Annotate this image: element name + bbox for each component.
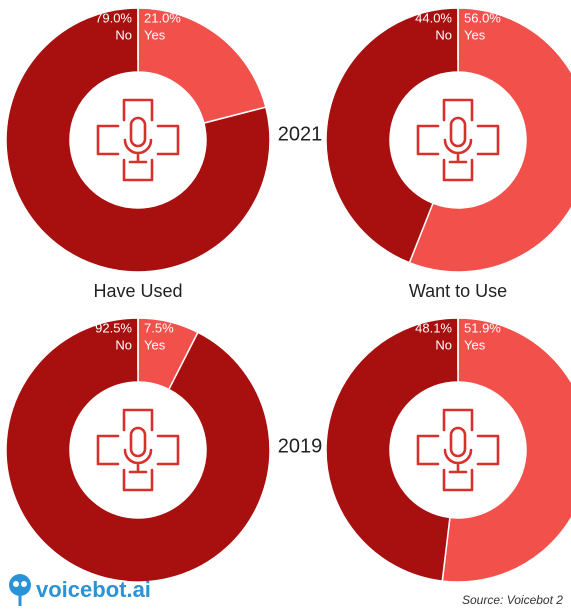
category-label: Yes xyxy=(144,337,166,352)
donut: 92.5% No 7.5% Yes xyxy=(5,317,271,583)
value-label: 92.5% xyxy=(95,320,132,335)
year-label: 2019 xyxy=(278,435,323,457)
donut: 48.1% No 51.9% Yes xyxy=(325,317,571,583)
column-label: Have Used xyxy=(93,281,182,301)
value-label: 51.9% xyxy=(464,320,501,335)
category-label: No xyxy=(435,27,452,42)
logo: voicebot.ai xyxy=(9,574,151,606)
value-label: 7.5% xyxy=(144,320,174,335)
donut: 79.0% No 21.0% Yes xyxy=(5,7,271,273)
category-label: No xyxy=(435,337,452,352)
value-label: 56.0% xyxy=(464,10,501,25)
donut-hole xyxy=(70,72,206,208)
source: Source: Voicebot 2 xyxy=(462,593,563,607)
donut-hole xyxy=(390,382,526,518)
donut-hole xyxy=(390,72,526,208)
value-label: 44.0% xyxy=(415,10,452,25)
logo-text: voicebot.ai xyxy=(36,577,151,602)
category-label: No xyxy=(115,337,132,352)
donut-hole xyxy=(70,382,206,518)
value-label: 79.0% xyxy=(95,10,132,25)
value-label: 48.1% xyxy=(415,320,452,335)
category-label: Yes xyxy=(144,27,166,42)
column-label: Want to Use xyxy=(409,281,507,301)
slice xyxy=(325,317,459,582)
value-label: 21.0% xyxy=(144,10,181,25)
category-label: Yes xyxy=(464,337,486,352)
category-label: Yes xyxy=(464,27,486,42)
year-label: 2021 xyxy=(278,123,323,145)
donut: 44.0% No 56.0% Yes xyxy=(325,7,571,273)
category-label: No xyxy=(115,27,132,42)
